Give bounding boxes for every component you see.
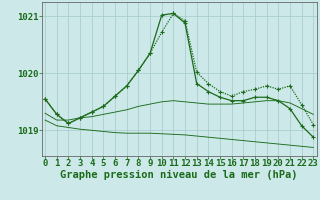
- X-axis label: Graphe pression niveau de la mer (hPa): Graphe pression niveau de la mer (hPa): [60, 170, 298, 180]
